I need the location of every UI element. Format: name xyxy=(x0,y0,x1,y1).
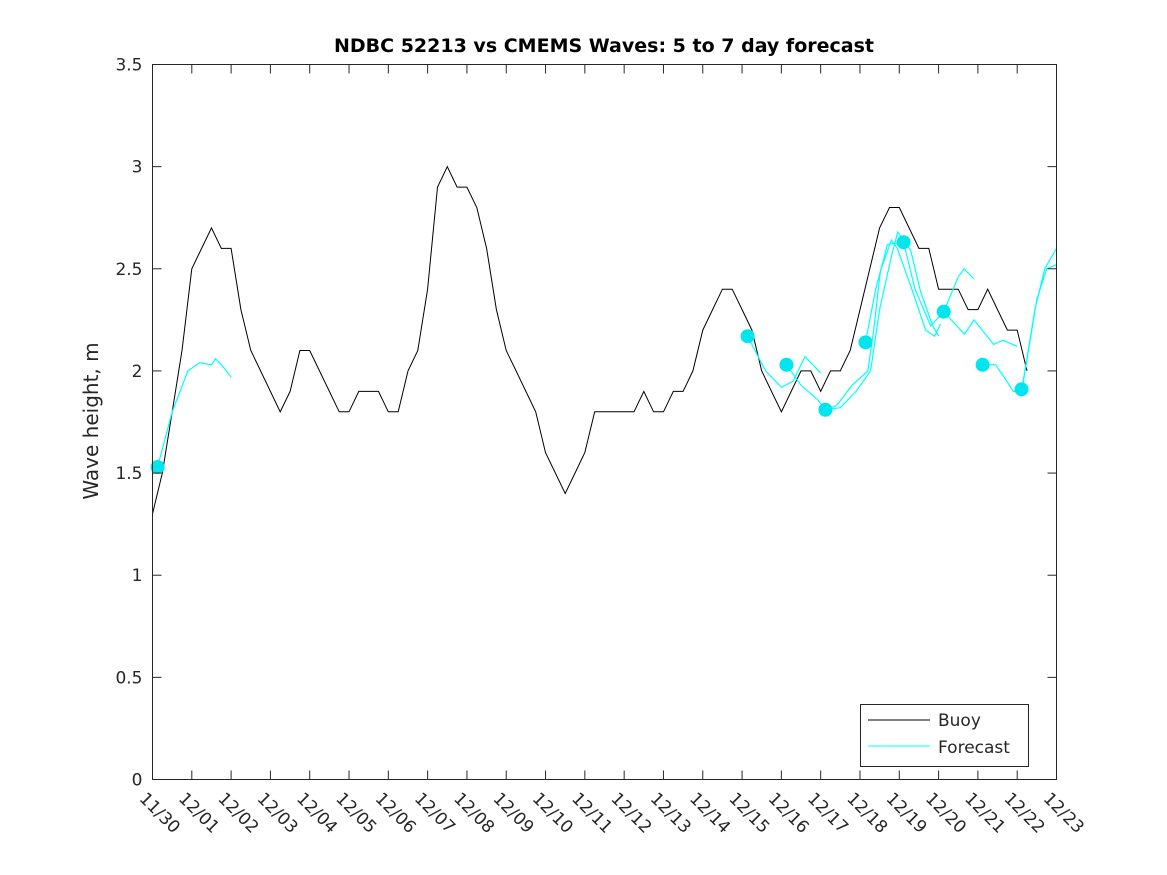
forecast-series-line xyxy=(786,230,940,411)
legend-forecast-label: Forecast xyxy=(938,738,1010,758)
forecast-marker xyxy=(975,357,990,372)
forecast-series-line xyxy=(157,357,232,468)
forecast-series-line xyxy=(747,335,822,389)
forecast-marker xyxy=(858,335,873,350)
axes-box xyxy=(152,64,1057,780)
y-tick-label: 0 xyxy=(132,771,143,791)
legend: Buoy Forecast xyxy=(860,704,1029,767)
y-tick-label: 0.5 xyxy=(115,668,142,688)
y-tick-label: 2.5 xyxy=(115,260,142,280)
y-tick-label: 2 xyxy=(132,362,143,382)
forecast-marker xyxy=(1014,382,1029,397)
legend-box xyxy=(860,704,1029,767)
forecast-series-line xyxy=(825,238,942,411)
forecast-marker xyxy=(818,402,833,417)
forecast-series-line xyxy=(943,311,1018,347)
forecast-marker xyxy=(779,357,794,372)
forecast-series-line xyxy=(864,241,975,343)
plot-area xyxy=(150,165,1058,515)
forecast-marker xyxy=(936,304,951,319)
y-tick-label: 1.5 xyxy=(115,464,142,484)
buoy-series-line xyxy=(152,165,1028,515)
y-axis-label: Wave height, m xyxy=(79,342,103,499)
y-tick-label: 3 xyxy=(132,158,143,178)
forecast-marker xyxy=(150,459,165,474)
legend-buoy-label: Buoy xyxy=(938,711,981,731)
y-axis: 0 0.5 1 1.5 2 2.5 3 3.5 xyxy=(115,56,1057,791)
forecast-marker xyxy=(740,329,755,344)
y-tick-label: 3.5 xyxy=(115,56,142,76)
forecast-series-line xyxy=(1020,264,1057,396)
y-tick-label: 1 xyxy=(132,566,143,586)
chart-title: NDBC 52213 vs CMEMS Waves: 5 to 7 day fo… xyxy=(334,35,874,57)
forecast-marker xyxy=(896,235,911,250)
